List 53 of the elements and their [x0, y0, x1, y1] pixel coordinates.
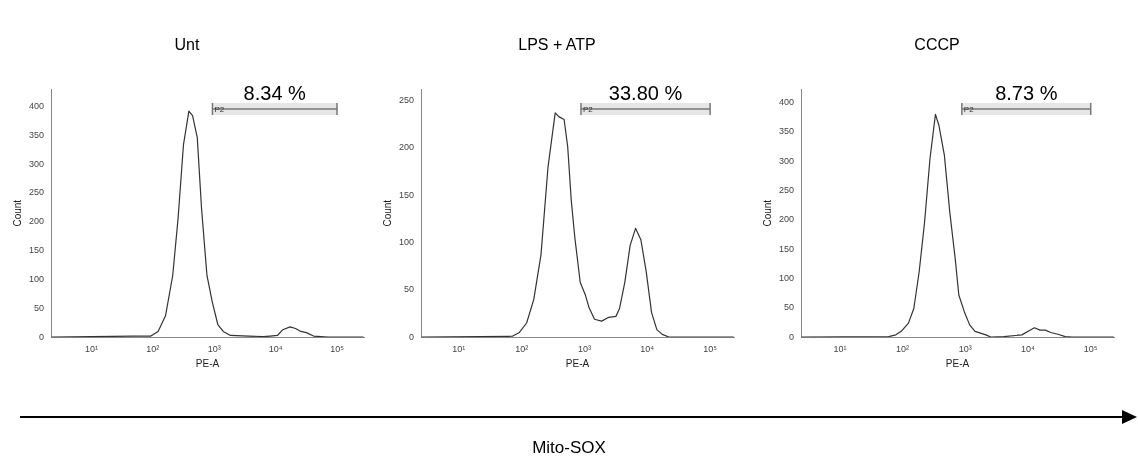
x-axis-title: PE-A: [195, 357, 220, 369]
x-tick-label: 10⁴: [640, 344, 655, 355]
x-axis-title: PE-A: [945, 357, 970, 369]
annotation: 8.73 %: [995, 81, 1058, 104]
y-tick-label: 50: [34, 302, 45, 313]
x-tick-label: 10⁴: [268, 344, 283, 355]
annotation: 8.34 %: [243, 81, 307, 104]
y-tick-label: 250: [778, 185, 795, 196]
y-tick-label: 0: [39, 331, 45, 342]
y-tick-label: 0: [789, 331, 795, 342]
y-tick-label: 50: [404, 284, 415, 295]
x-tick-label: 10⁵: [1083, 344, 1098, 355]
x-tick-label: 10¹: [452, 344, 466, 355]
chart-title: LPS + ATP: [518, 36, 596, 54]
y-tick-label: 0: [409, 331, 415, 342]
y-tick-label: 300: [28, 158, 45, 169]
y-tick-label: 100: [778, 273, 795, 284]
x-tick-label: 10⁵: [703, 344, 718, 355]
y-tick-label: 200: [398, 142, 415, 153]
band-label: P2: [214, 105, 225, 115]
y-tick-label: 300: [778, 155, 795, 166]
x-tick-label: 10¹: [833, 344, 847, 355]
x-tick-label: 10³: [577, 344, 591, 355]
y-axis-title: Count: [11, 199, 23, 227]
y-tick-label: 50: [784, 302, 795, 313]
chart-title: Unt: [174, 36, 200, 54]
y-axis-title: Count: [381, 199, 393, 227]
y-tick-label: 350: [778, 126, 795, 137]
x-tick-label: 10³: [207, 344, 221, 355]
x-axis-title: PE-A: [565, 357, 590, 369]
annotation: 33.80 %: [608, 81, 683, 104]
y-tick-label: 400: [778, 97, 795, 108]
y-tick-label: 350: [28, 129, 45, 140]
y-tick-label: 200: [778, 214, 795, 225]
text: Mito-SOX: [531, 438, 607, 458]
y-tick-label: 100: [28, 274, 45, 285]
chart-title: CCCP: [914, 36, 960, 54]
x-tick-label: 10¹: [84, 344, 98, 355]
y-tick-label: 250: [398, 95, 415, 106]
x-tick-label: 10⁴: [1021, 344, 1036, 355]
x-tick-label: 10²: [896, 344, 910, 355]
x-tick-label: 10³: [958, 344, 972, 355]
y-tick-label: 400: [28, 100, 45, 111]
y-tick-label: 100: [398, 237, 415, 248]
y-tick-label: 150: [28, 245, 45, 256]
x-tick-label: 10²: [146, 344, 160, 355]
x-tick-label: 10²: [515, 344, 529, 355]
y-tick-label: 200: [28, 216, 45, 227]
y-tick-label: 250: [28, 187, 45, 198]
y-axis-title: Count: [761, 199, 773, 227]
y-tick-label: 150: [778, 243, 795, 254]
x-tick-label: 10⁵: [330, 344, 345, 355]
y-tick-label: 150: [398, 189, 415, 200]
